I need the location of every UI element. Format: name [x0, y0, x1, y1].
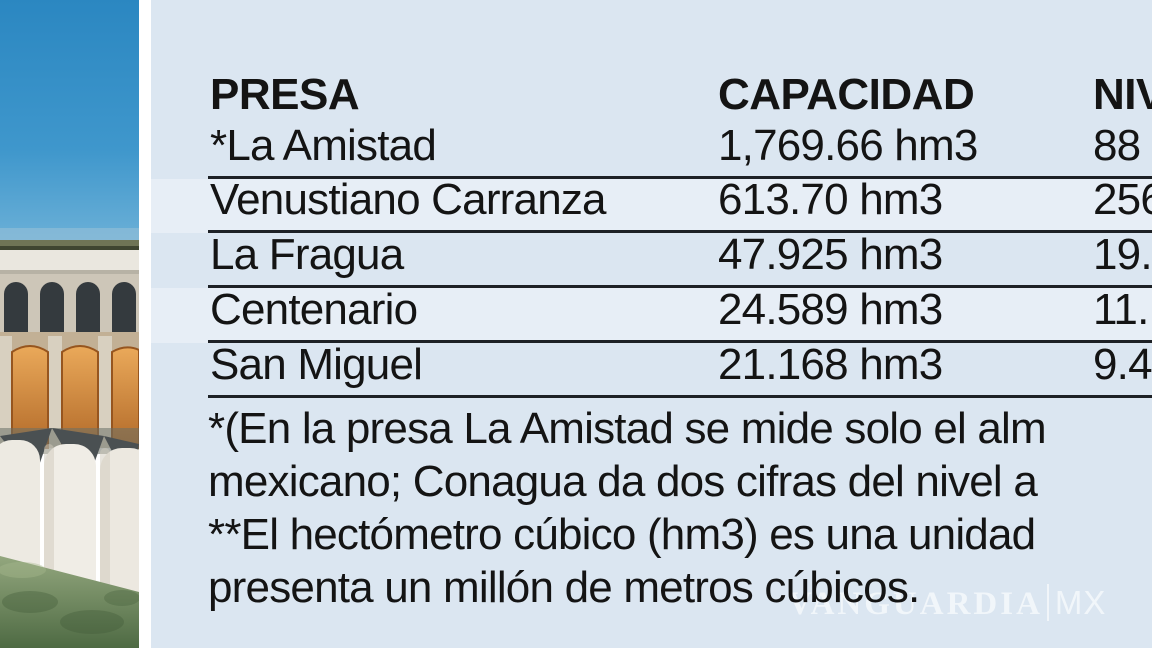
- column-header-capacidad: CAPACIDAD: [718, 70, 975, 119]
- watermark: VANGUARDIA MX: [788, 584, 1107, 623]
- presa-capacidad: 47.925 hm3: [718, 230, 943, 279]
- presa-capacidad: 24.589 hm3: [718, 285, 943, 334]
- table-row: Venustiano Carranza 613.70 hm3 256: [208, 175, 1152, 233]
- spillway-gates: [0, 336, 139, 449]
- column-header-presa: PRESA: [210, 70, 360, 119]
- presa-nivel: 19.: [1093, 230, 1152, 279]
- presa-nivel: 88: [1093, 121, 1141, 170]
- footnote-line: mexicano; Conagua da dos cifras del nive…: [208, 457, 1038, 506]
- dam-structure: [0, 240, 139, 358]
- row-highlight-band: [151, 288, 1152, 343]
- presa-nivel: 9.4: [1093, 340, 1152, 389]
- presa-name: Centenario: [210, 285, 418, 334]
- presa-name: San Miguel: [210, 340, 423, 389]
- presa-capacidad: 613.70 hm3: [718, 175, 943, 224]
- presa-name: La Fragua: [210, 230, 404, 279]
- water: [0, 556, 139, 648]
- watermark-text: VANGUARDIA: [788, 586, 1043, 622]
- table-row: *La Amistad 1,769.66 hm3 88: [208, 121, 1152, 179]
- presa-capacidad: 1,769.66 hm3: [718, 121, 978, 170]
- presa-name: Venustiano Carranza: [210, 175, 607, 224]
- sky: [0, 0, 139, 250]
- buttresses: [0, 428, 139, 624]
- footnote-line: *(En la presa La Amistad se mide solo el…: [208, 404, 1047, 453]
- row-highlight-band: [151, 179, 1152, 233]
- footnote-line: presenta un millón de metros cúbicos.: [208, 563, 920, 612]
- table-row: Centenario 24.589 hm3 11.: [208, 285, 1152, 343]
- footnotes: *(En la presa La Amistad se mide solo el…: [208, 402, 1047, 614]
- presa-name: *La Amistad: [210, 121, 437, 170]
- table-header-row: PRESA CAPACIDAD NIVEL: [208, 70, 1152, 125]
- dam-photo: [0, 0, 139, 648]
- table-row: La Fragua 47.925 hm3 19.: [208, 230, 1152, 288]
- presa-capacidad: 21.168 hm3: [718, 340, 943, 389]
- data-panel: PRESA CAPACIDAD NIVEL *La Amistad 1,769.…: [151, 0, 1152, 648]
- presa-nivel: 256: [1093, 175, 1152, 224]
- footnote-line: **El hectómetro cúbico (hm3) es una unid…: [208, 510, 1036, 559]
- presa-nivel: 11.: [1093, 285, 1149, 334]
- column-header-nivel: NIVEL: [1093, 70, 1152, 119]
- table-row: San Miguel 21.168 hm3 9.4: [208, 340, 1152, 398]
- watermark-suffix: MX: [1046, 584, 1107, 621]
